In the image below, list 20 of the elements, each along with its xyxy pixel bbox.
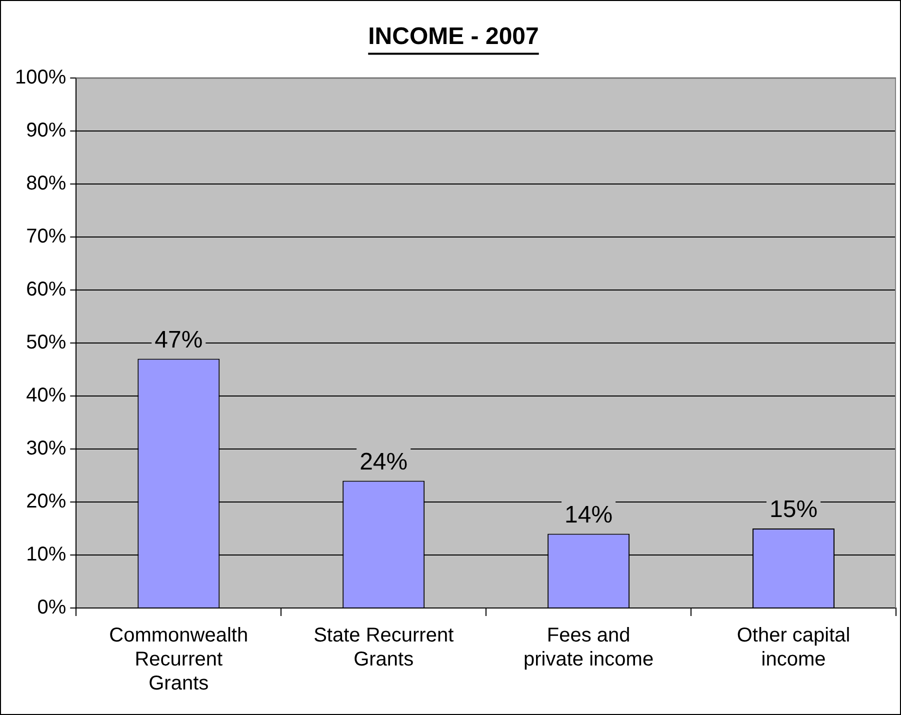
data-label: 47% xyxy=(154,326,203,354)
y-tick-label: 30% xyxy=(26,437,66,460)
y-tick-label: 40% xyxy=(26,384,66,406)
data-label: 24% xyxy=(360,448,408,476)
y-tick-label: 90% xyxy=(26,119,66,142)
y-tick-label: 50% xyxy=(26,331,66,354)
y-tick-label: 100% xyxy=(14,66,66,88)
x-tick-label: Fees and private income xyxy=(524,624,654,671)
x-tick-label: State Recurrent Grants xyxy=(314,624,454,671)
x-tick-label: Other capital income xyxy=(736,624,850,671)
y-tick-label: 20% xyxy=(26,490,66,512)
y-tick-label: 80% xyxy=(26,172,66,194)
y-tick-label: 60% xyxy=(26,278,66,300)
y-tick-label: 0% xyxy=(37,596,66,619)
data-label: 15% xyxy=(769,496,818,524)
data-label: 14% xyxy=(564,501,613,528)
y-tick-label: 70% xyxy=(26,225,66,248)
chart-title: INCOME - 2007 xyxy=(368,23,539,50)
x-tick-label: Commonwealth Recurrent Grants xyxy=(109,624,248,695)
y-tick-label: 10% xyxy=(26,543,66,566)
